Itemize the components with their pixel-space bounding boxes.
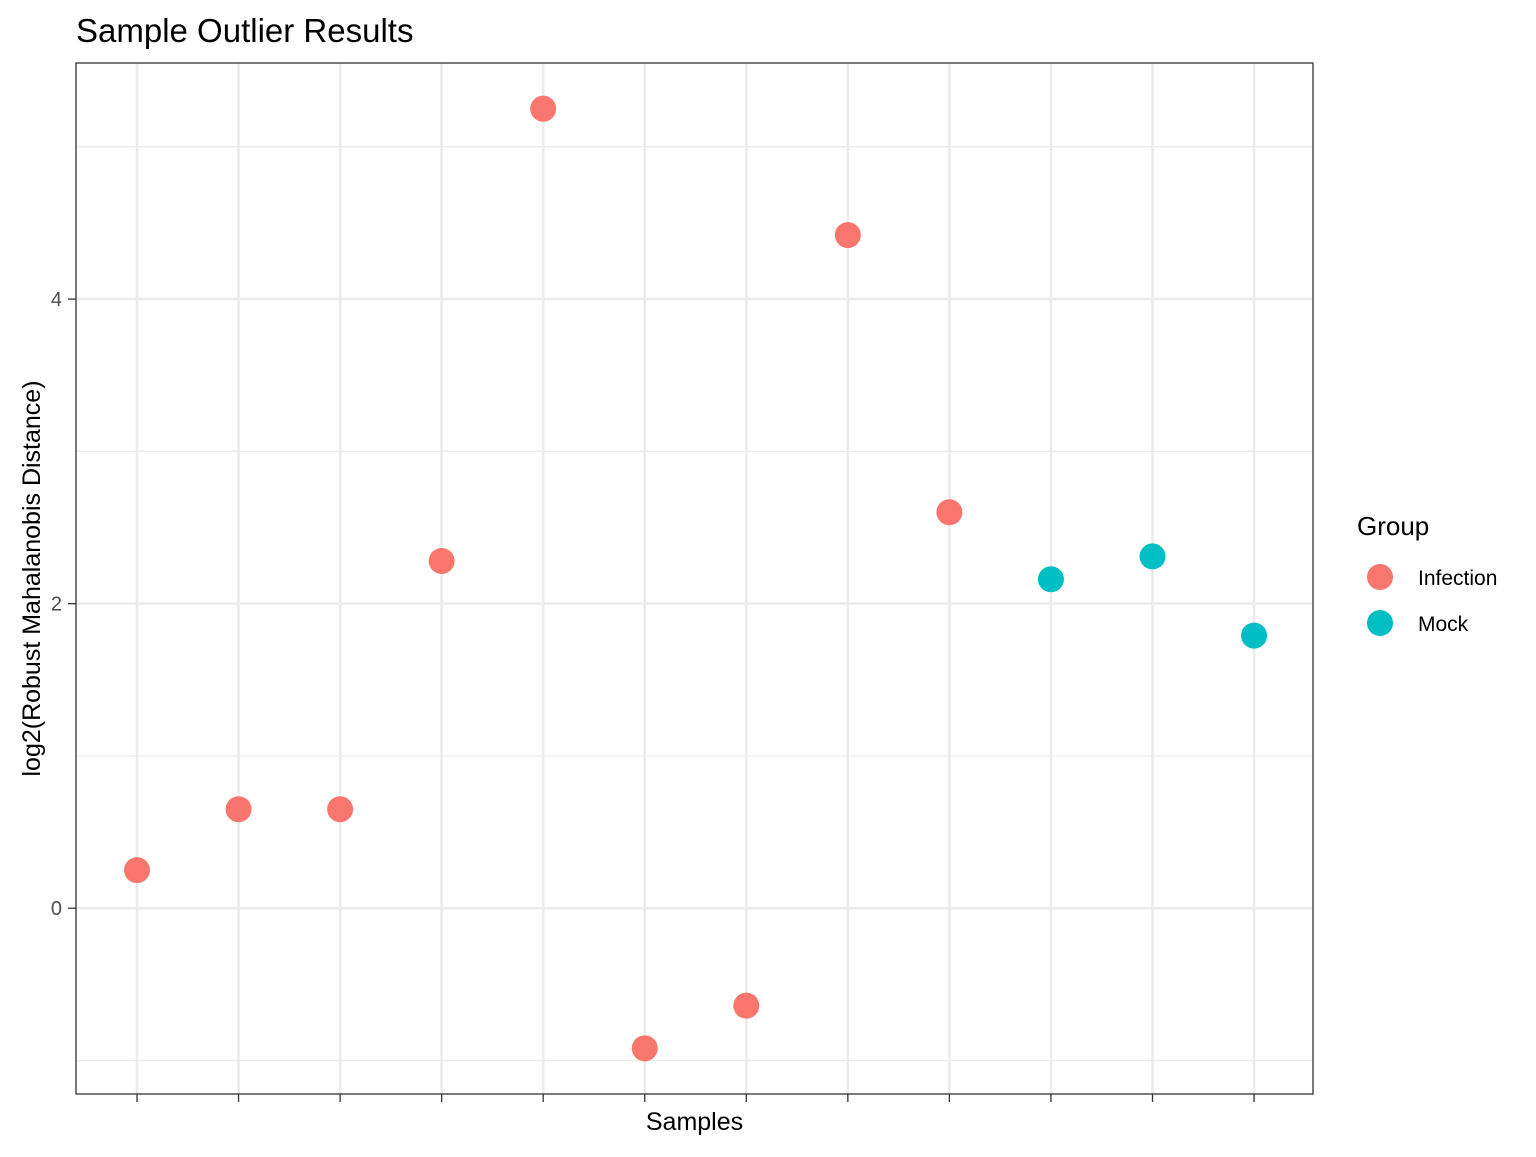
grid-major <box>76 63 1313 1094</box>
data-point-infection <box>530 95 557 122</box>
data-points <box>124 95 1268 1062</box>
data-point-infection <box>124 857 150 884</box>
legend-entries: Infection Mock <box>1367 564 1497 636</box>
y-axis-ticks: 0 2 4 <box>51 289 76 920</box>
data-point-infection <box>327 796 354 823</box>
data-point-infection <box>936 499 963 526</box>
data-point-infection <box>733 992 760 1019</box>
data-point-infection <box>428 547 455 574</box>
legend-label-infection: Infection <box>1418 567 1497 590</box>
y-tick-label: 4 <box>51 289 62 311</box>
legend-key-infection <box>1367 564 1393 590</box>
y-tick-label: 2 <box>51 594 62 616</box>
legend-label-mock: Mock <box>1418 613 1469 636</box>
data-point-infection <box>834 222 861 249</box>
x-axis-title: Samples <box>646 1108 743 1136</box>
legend-key-mock <box>1367 610 1393 636</box>
data-point-infection <box>631 1035 658 1062</box>
x-axis-ticks <box>136 1094 1255 1102</box>
data-point-mock <box>1139 543 1166 570</box>
y-axis-title: log2(Robust Mahalanobis Distance) <box>18 380 46 776</box>
y-tick-label: 0 <box>51 898 62 920</box>
legend-title: Group <box>1357 511 1429 541</box>
legend: Group Infection Mock <box>1357 511 1497 636</box>
grid-minor <box>76 146 1313 1062</box>
data-point-infection <box>225 796 252 823</box>
chart-title: Sample Outlier Results <box>76 12 413 49</box>
plot-panel <box>76 63 1313 1094</box>
plot-border <box>75 62 1314 1095</box>
data-point-mock <box>1037 566 1064 593</box>
data-point-mock <box>1241 622 1268 649</box>
